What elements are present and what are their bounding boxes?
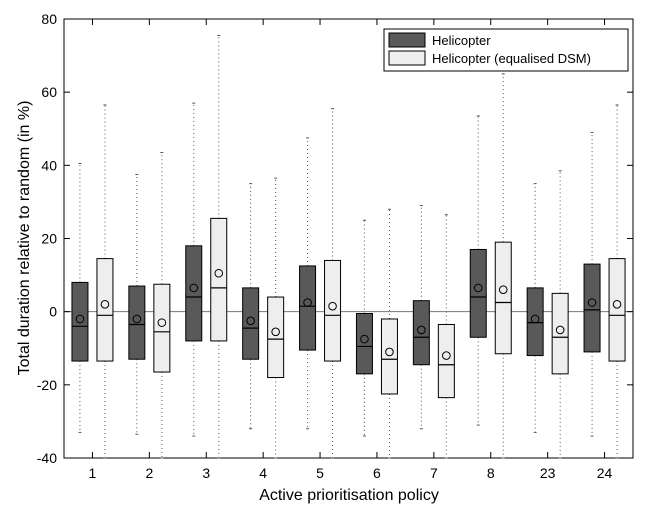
plot-area (63, 18, 634, 459)
y-tick-label: 40 (41, 157, 57, 173)
mean-marker (442, 351, 451, 360)
box-23 (526, 183, 544, 433)
x-tick-label: 1 (89, 465, 97, 481)
box-iqr (96, 258, 114, 362)
y-tick-label: 0 (49, 304, 57, 320)
box-23 (551, 170, 569, 459)
box-3 (210, 34, 228, 459)
box-1 (96, 104, 114, 459)
legend: Helicopter Helicopter (equalised DSM) (383, 28, 629, 72)
box-1 (71, 163, 89, 433)
mean-marker (75, 314, 85, 324)
box-iqr (583, 263, 601, 353)
y-tick-label: 20 (41, 231, 57, 247)
box-24 (583, 131, 601, 437)
box-iqr (71, 281, 89, 362)
box-5 (299, 137, 317, 430)
y-axis: -40 -20 0 20 40 60 80 (37, 11, 633, 466)
box-6 (355, 219, 373, 437)
mean-marker (132, 314, 142, 324)
box-iqr (380, 318, 398, 395)
series-helicopter-equalised-dsm (96, 34, 626, 459)
box-4 (267, 177, 285, 459)
y-tick-label: -40 (37, 450, 57, 466)
y-tick-label: -20 (37, 377, 57, 393)
box-iqr (437, 323, 455, 399)
x-tick-label: 7 (430, 465, 438, 481)
x-tick-label: 23 (540, 465, 556, 481)
box-iqr (153, 283, 171, 373)
mean-marker (100, 300, 110, 309)
box-iqr (324, 259, 342, 362)
box-4 (242, 183, 260, 430)
box-8 (469, 115, 487, 426)
mean-marker (157, 318, 167, 327)
mean-marker (303, 298, 312, 307)
x-tick-label: 5 (316, 465, 324, 481)
box-24 (608, 104, 626, 459)
series-helicopter (71, 102, 601, 437)
mean-marker (417, 325, 426, 335)
box-6 (380, 208, 398, 459)
mean-marker (385, 347, 394, 357)
x-tick-label: 24 (597, 465, 613, 481)
box-8 (494, 73, 512, 459)
box-5 (324, 108, 342, 459)
mean-marker (328, 301, 337, 311)
mean-marker (473, 283, 483, 293)
mean-marker (214, 268, 224, 278)
mean-marker (360, 334, 369, 344)
box-3 (185, 102, 203, 437)
box-iqr (608, 258, 626, 362)
mean-marker (612, 300, 622, 309)
x-axis-title: Active prioritisation policy (259, 487, 439, 504)
box-2 (128, 173, 146, 435)
x-tick-label: 8 (487, 465, 495, 481)
mean-marker (271, 327, 280, 337)
box-iqr (267, 296, 285, 379)
x-tick-label: 2 (145, 465, 153, 481)
x-axis: 1 2 3 4 5 6 7 8 23 24 (89, 19, 613, 481)
x-tick-label: 6 (373, 465, 381, 481)
y-tick-label: 60 (41, 84, 57, 100)
mean-marker (246, 316, 255, 326)
box-iqr (494, 241, 512, 355)
y-tick-label: 80 (41, 11, 57, 27)
box-2 (153, 152, 171, 459)
y-axis-title: Total duration relative to random (in %) (16, 101, 33, 376)
x-tick-label: 3 (202, 465, 210, 481)
box-iqr (185, 245, 203, 342)
mean-marker (498, 285, 508, 295)
mean-marker (189, 283, 199, 293)
box-iqr (355, 312, 373, 375)
legend-label: Helicopter (equalised DSM) (432, 51, 591, 66)
legend-swatch (388, 32, 426, 48)
mean-marker (530, 314, 540, 324)
plot-frame (63, 18, 634, 459)
mean-marker (555, 325, 565, 335)
box-iqr (299, 265, 317, 351)
box-iqr (469, 248, 487, 338)
legend-swatch (388, 50, 426, 66)
box-iqr (242, 287, 260, 360)
box-7 (412, 205, 430, 430)
box-7 (437, 214, 455, 459)
box-iqr (210, 217, 228, 342)
box-iqr (412, 300, 430, 366)
x-tick-label: 4 (259, 465, 267, 481)
legend-label: Helicopter (432, 33, 491, 48)
mean-marker (587, 298, 597, 307)
box-iqr (526, 287, 544, 357)
